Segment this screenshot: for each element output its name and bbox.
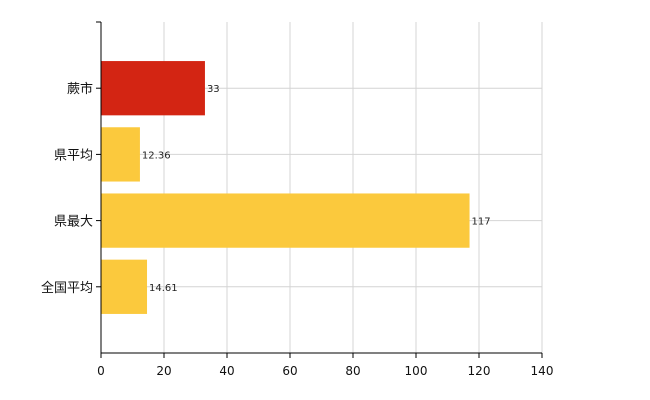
data-label: 12.36 <box>142 150 171 161</box>
x-tick-label: 120 <box>468 364 491 378</box>
bar <box>101 259 148 314</box>
data-label: 33 <box>207 84 220 95</box>
bar <box>101 193 470 248</box>
data-label: 14.61 <box>149 283 178 294</box>
x-tick-label: 0 <box>97 364 105 378</box>
category-label: 全国平均 <box>41 280 93 296</box>
category-label: 蕨市 <box>67 81 93 97</box>
x-tick-label: 100 <box>405 364 428 378</box>
category-label: 県平均 <box>54 148 93 163</box>
bar <box>101 61 205 116</box>
x-tick-label: 40 <box>219 364 234 378</box>
category-label: 県最大 <box>54 215 93 230</box>
x-tick-label: 60 <box>282 364 297 378</box>
bar <box>101 127 140 182</box>
data-label: 117 <box>472 217 491 228</box>
x-tick-label: 140 <box>531 364 554 378</box>
x-tick-label: 20 <box>156 364 171 378</box>
x-tick-label: 80 <box>345 364 360 378</box>
